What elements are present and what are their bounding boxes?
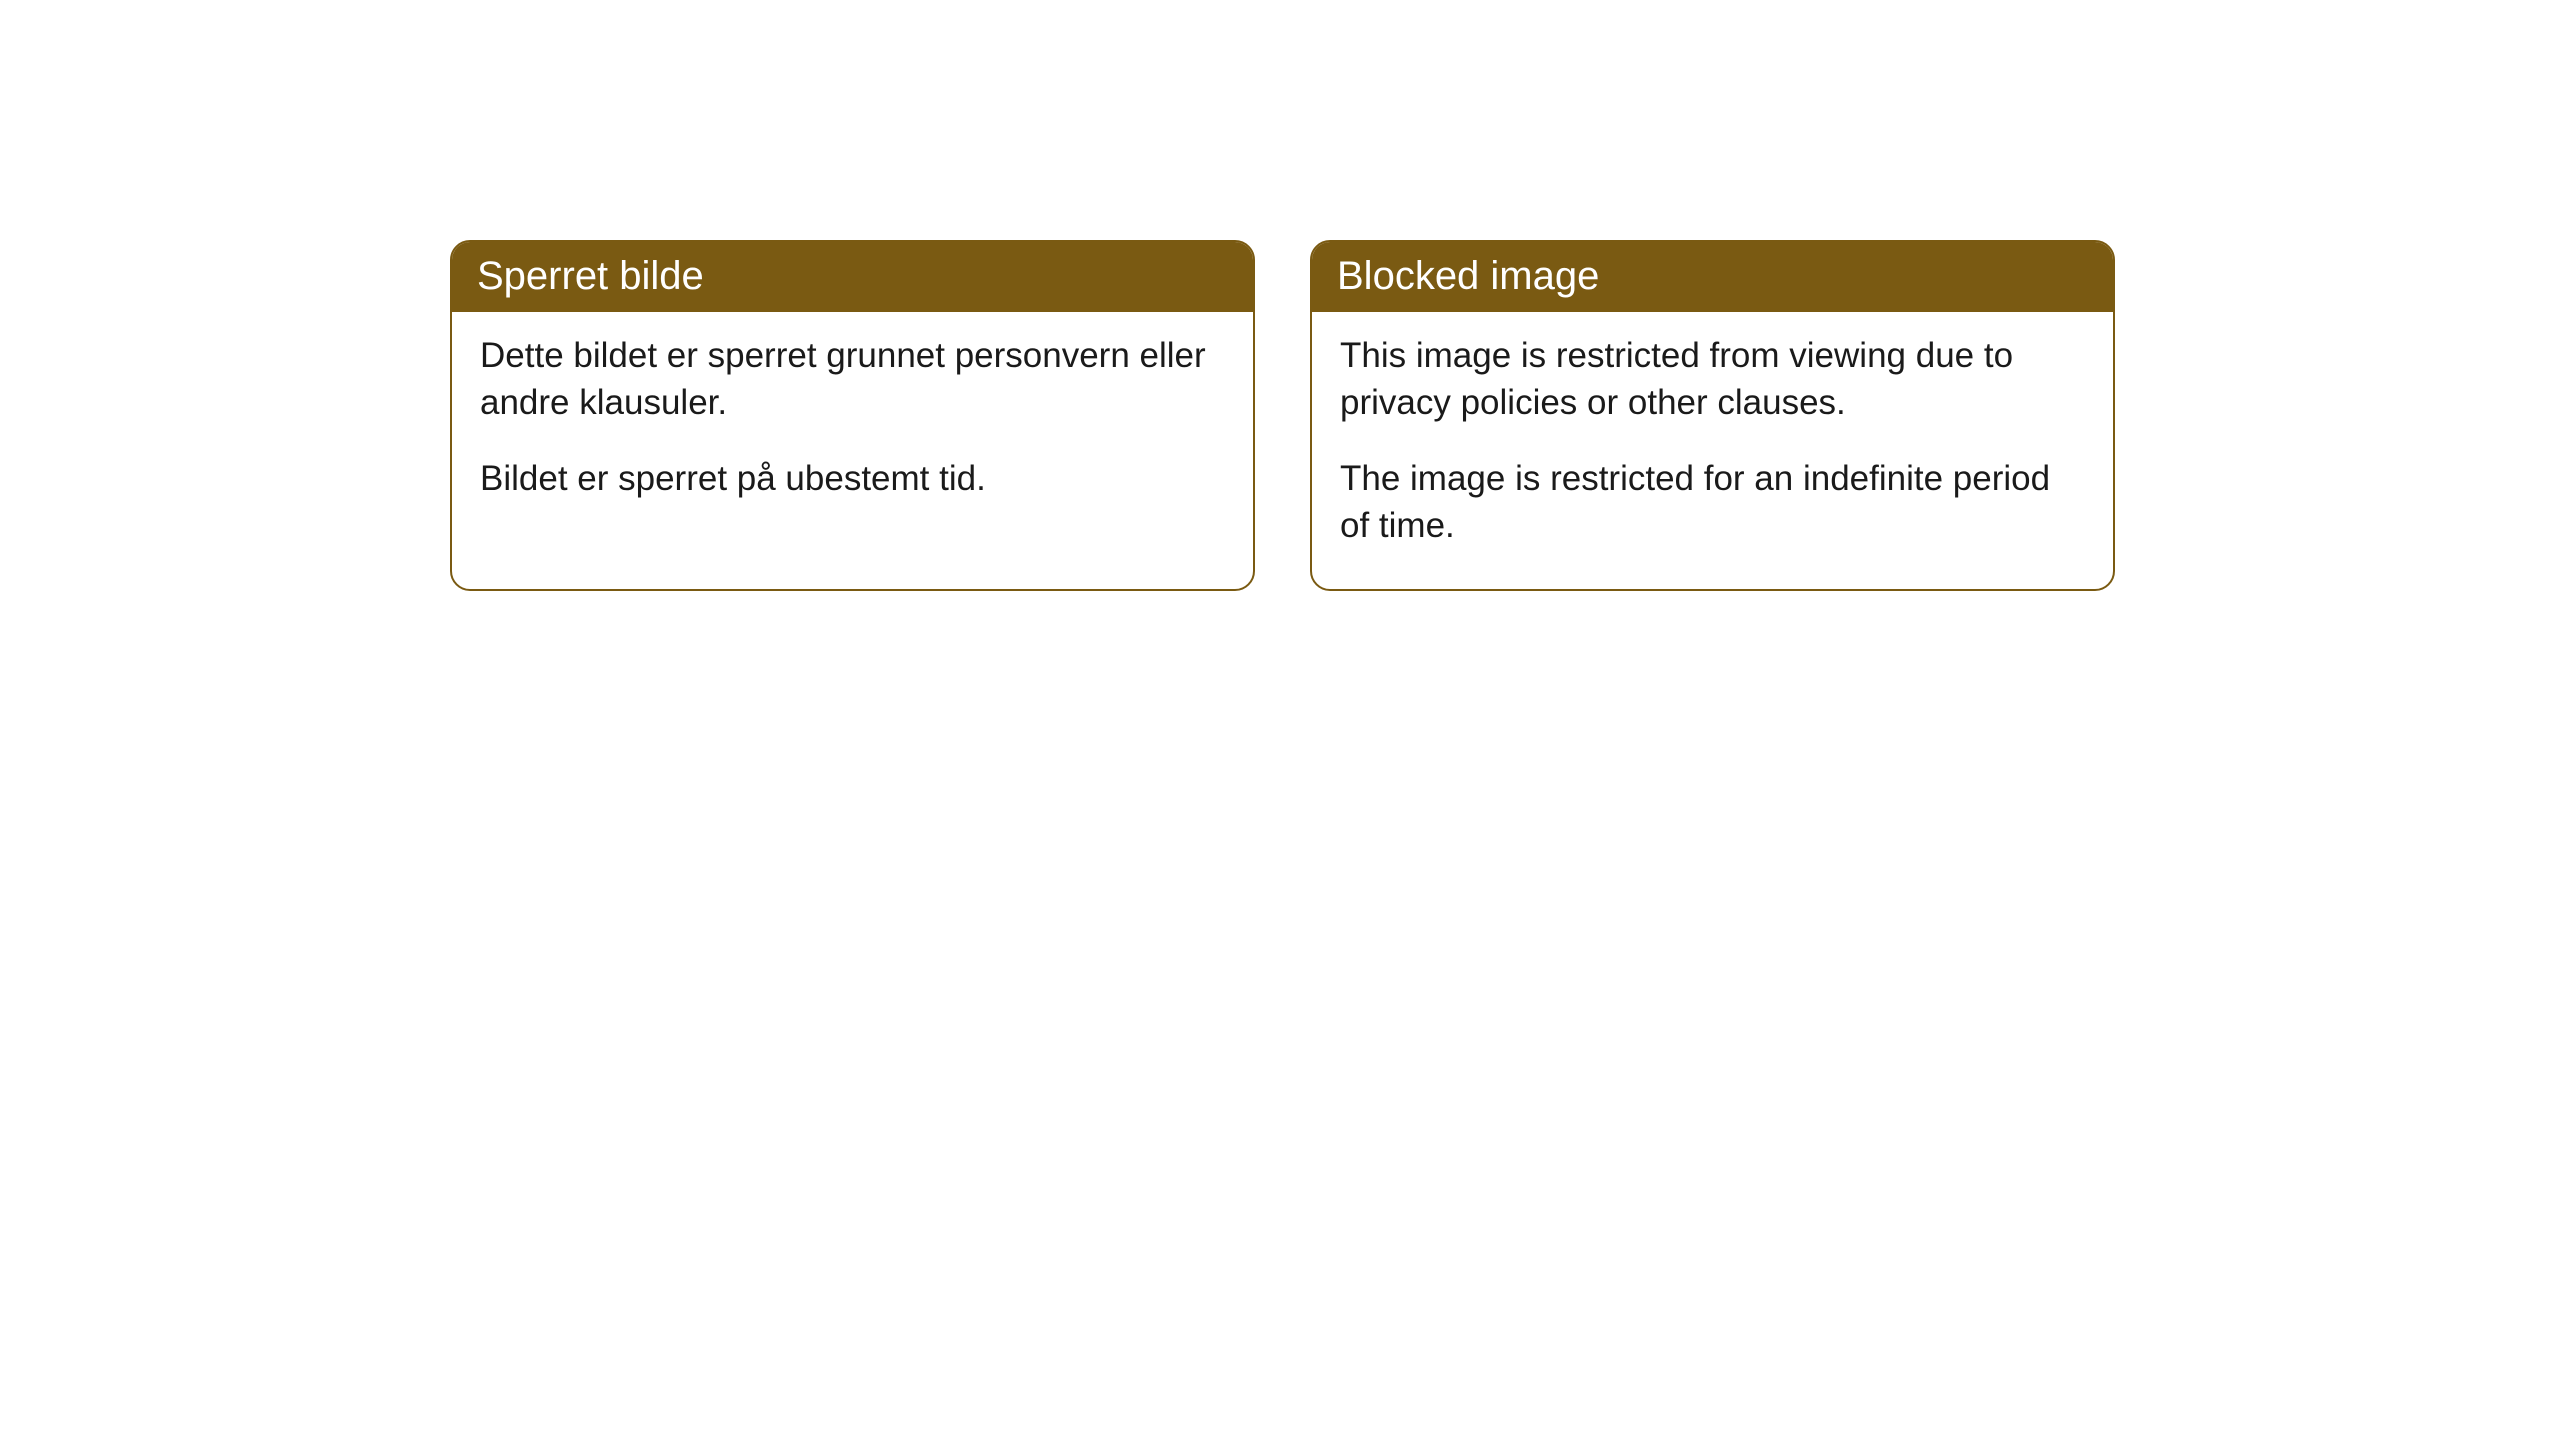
card-paragraph-1: Dette bildet er sperret grunnet personve… — [480, 332, 1225, 427]
card-paragraph-2: The image is restricted for an indefinit… — [1340, 455, 2085, 550]
card-body-norwegian: Dette bildet er sperret grunnet personve… — [452, 312, 1253, 542]
card-paragraph-2: Bildet er sperret på ubestemt tid. — [480, 455, 1225, 502]
card-norwegian: Sperret bilde Dette bildet er sperret gr… — [450, 240, 1255, 591]
cards-container: Sperret bilde Dette bildet er sperret gr… — [450, 240, 2115, 591]
card-paragraph-1: This image is restricted from viewing du… — [1340, 332, 2085, 427]
card-header-english: Blocked image — [1312, 242, 2113, 312]
card-english: Blocked image This image is restricted f… — [1310, 240, 2115, 591]
card-body-english: This image is restricted from viewing du… — [1312, 312, 2113, 589]
card-header-norwegian: Sperret bilde — [452, 242, 1253, 312]
